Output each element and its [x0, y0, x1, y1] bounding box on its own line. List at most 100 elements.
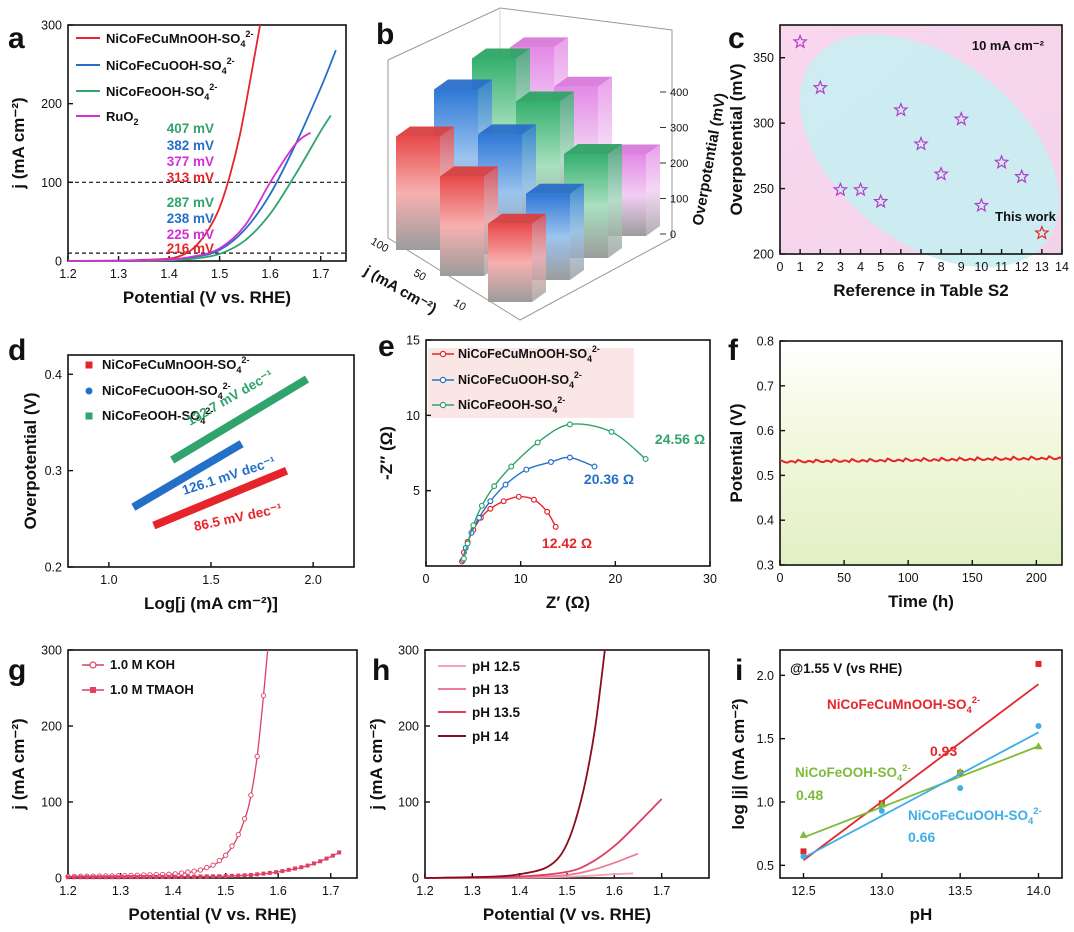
fit-line [802, 683, 1040, 861]
legend-marker [439, 376, 447, 384]
y-tick-label: 200 [41, 720, 62, 734]
x-tick-label: 1.3 [464, 884, 481, 898]
data-point [878, 807, 885, 814]
reference-star [993, 154, 1010, 170]
y-tick-label: 300 [41, 19, 62, 33]
overpotential-label: 377 mV [167, 154, 214, 169]
bar3d [488, 213, 546, 302]
x-axis-label: Z′ (Ω) [546, 593, 590, 612]
x-tick-label: 1.2 [416, 884, 433, 898]
nyquist-point [608, 428, 615, 435]
data-marker [160, 874, 165, 879]
x-tick-label: 7 [918, 260, 925, 274]
nyquist-point [478, 502, 485, 509]
slope-value: 0.48 [796, 787, 823, 803]
legend-text: pH 13 [472, 682, 509, 697]
data-marker [311, 861, 316, 866]
data-marker [229, 873, 234, 878]
data-marker [122, 875, 127, 880]
y-axis-label: -Z″ (Ω) [377, 426, 396, 480]
x-tick-label: 13.0 [870, 884, 894, 898]
data-marker [337, 850, 342, 855]
x-tick-label: 1.5 [217, 884, 234, 898]
legend-marker [439, 350, 447, 358]
frame-back [387, 7, 673, 238]
tafel-line [131, 440, 244, 511]
data-marker [84, 875, 89, 880]
reference-star [913, 135, 929, 151]
x-tick-label: 13.5 [948, 884, 972, 898]
data-marker [223, 874, 228, 879]
x-tick-label: 13 [1035, 260, 1049, 274]
j-tick-label: 50 [411, 267, 428, 284]
legend-marker [89, 661, 97, 669]
bar3d-front [440, 176, 484, 276]
z-tick-label: 100 [670, 194, 688, 206]
data-marker [305, 863, 310, 868]
bar3d-top [554, 76, 612, 87]
data-marker [166, 874, 171, 879]
y-tick-label: 0.8 [757, 335, 774, 349]
j-tick-label: 10 [451, 297, 468, 314]
y-tick-label: 0.5 [757, 859, 774, 873]
x-tick-label: 1 [797, 260, 804, 274]
legend-text: NiCoFeOOH-SO42- [102, 406, 213, 426]
reference-star [872, 193, 889, 209]
slope-value: 0.93 [930, 743, 957, 759]
x-axis-label: Potential (V vs. RHE) [483, 905, 651, 924]
x-axis-label: Log[j (mA cm⁻²)] [144, 594, 278, 613]
fit-line [803, 745, 1039, 839]
x-tick-label: 0 [777, 571, 784, 585]
nyquist-point [642, 456, 649, 463]
nyquist-point [508, 463, 515, 470]
bar3d-side [608, 143, 622, 258]
panel-letter-g: g [8, 654, 26, 687]
panel-letter-d: d [8, 334, 26, 367]
overpotential-label: 225 mV [167, 227, 214, 242]
legend-background [428, 348, 634, 418]
data-marker [274, 870, 279, 875]
data-point [957, 785, 964, 792]
reference-star [792, 33, 808, 49]
plot-frame [425, 339, 711, 567]
data-marker [260, 692, 267, 699]
data-marker [66, 875, 70, 880]
data-marker [242, 873, 247, 878]
y-tick-label: 0.4 [757, 514, 774, 528]
x-tick-label: 0 [423, 572, 430, 586]
plot-frame [779, 649, 1063, 879]
series-line [424, 798, 663, 879]
legend-text: NiCoFeCuMnOOH-SO42- [106, 29, 253, 49]
nyquist-point [591, 463, 598, 470]
data-marker [229, 843, 235, 849]
x-tick-label: 30 [703, 572, 717, 586]
nyquist-point [534, 439, 541, 446]
y-tick-label: 0.7 [757, 379, 774, 393]
bar3d-top [564, 143, 622, 154]
nyquist-point [487, 498, 494, 505]
chart-title: @1.55 V (vs RHE) [790, 661, 902, 676]
panel-letter-c: c [728, 22, 745, 55]
j-tick-label: 100 [369, 236, 391, 256]
this-work-star [1034, 224, 1050, 240]
y-tick-label: 300 [398, 644, 419, 658]
bar3d-top [510, 37, 568, 48]
x-tick-label: 6 [897, 260, 904, 274]
bar3d-side [532, 213, 546, 302]
x-tick-label: 1.3 [112, 884, 129, 898]
legend-text: NiCoFeOOH-SO42- [106, 82, 217, 102]
data-marker [178, 870, 185, 876]
series-label: NiCoFeOOH-SO42- [795, 763, 911, 784]
z-tick-label: 0 [670, 229, 676, 241]
x-tick-label: 8 [938, 260, 945, 274]
bar3d-top [526, 183, 584, 194]
x-tick-label: 1.5 [558, 884, 575, 898]
series-line [67, 131, 312, 262]
y-tick-label: 300 [753, 117, 774, 131]
x-tick-label: 12.5 [791, 884, 815, 898]
y-tick-label: 0 [55, 255, 62, 269]
panel-letter-f: f [728, 334, 739, 367]
z-axis-label: Overpotential (mV) [690, 92, 730, 227]
data-marker [185, 874, 190, 879]
reference-star [973, 197, 990, 213]
